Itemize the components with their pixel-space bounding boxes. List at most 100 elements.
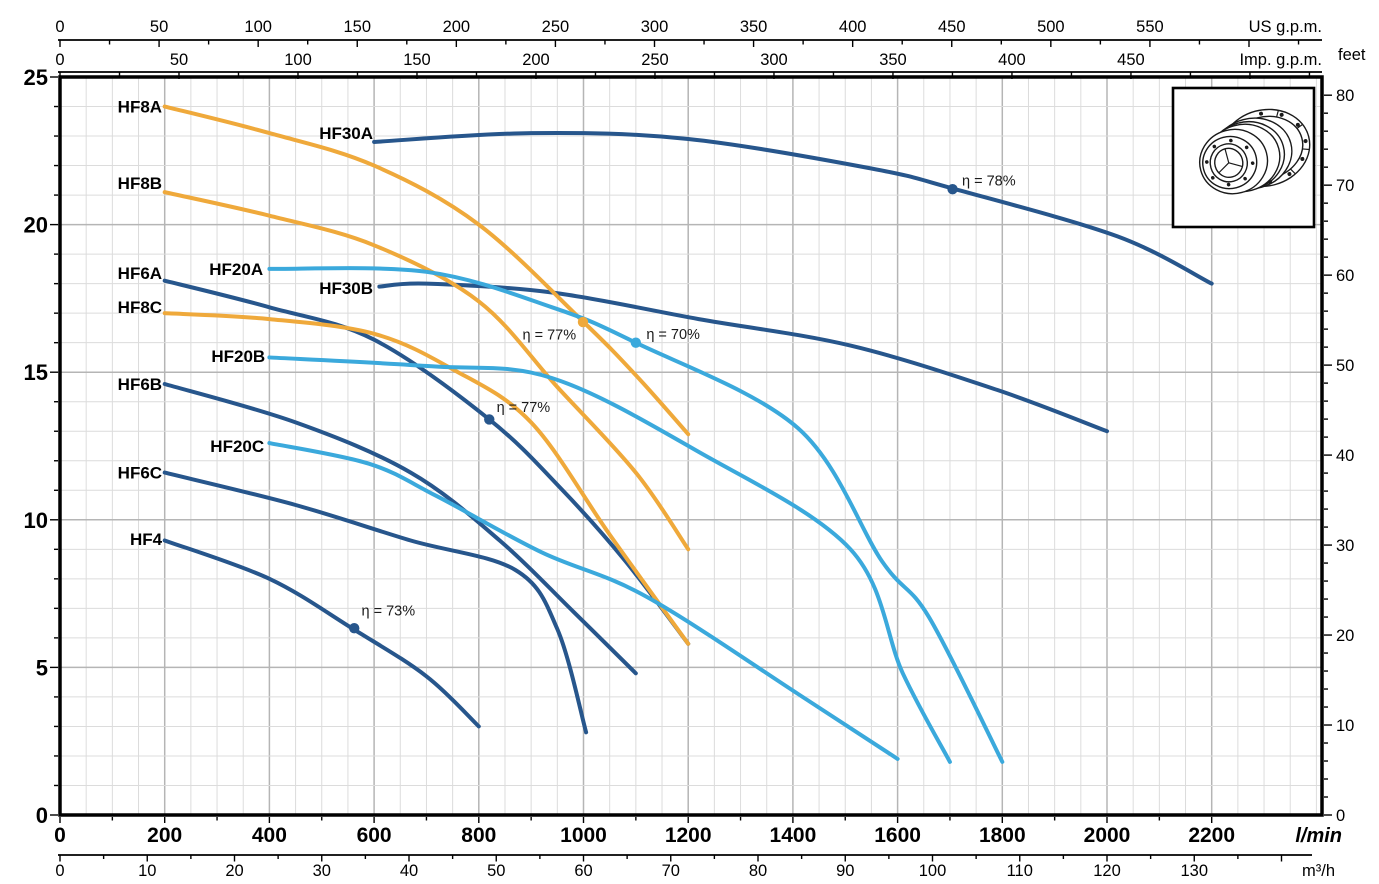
- axis-tick-label: 100: [284, 51, 312, 69]
- pump-bolt: [1243, 176, 1247, 181]
- axis-unit-label: Imp. g.p.m.: [1239, 51, 1322, 69]
- efficiency-dot-HF20A: [630, 337, 642, 348]
- pump-bolt: [1226, 182, 1231, 187]
- curve-label-HF6B: HF6B: [118, 375, 162, 394]
- curve-label-HF8B: HF8B: [118, 174, 162, 193]
- axis-tick-label: 120: [1093, 862, 1121, 880]
- axis-tick-label: 0: [55, 18, 64, 36]
- pump-inset: [1171, 86, 1316, 229]
- axis-tick-label: 200: [522, 51, 550, 69]
- axis-imp-gpm: 0 50 100 150 200 250 300 350 400 450 Imp. g.p.m.: [55, 51, 1322, 79]
- pump-bolt: [1229, 138, 1233, 143]
- curve-HF20B: [267, 355, 952, 764]
- curve-label-HF30B: HF30B: [319, 279, 373, 298]
- axis-tick-label: 300: [641, 18, 669, 36]
- axis-tick-label: 15: [24, 360, 48, 385]
- pump-bolt: [1295, 122, 1300, 127]
- axis-tick-label: 400: [252, 824, 287, 847]
- axis-unit-label: l/min: [1295, 825, 1342, 847]
- axis-tick-label: 250: [542, 18, 570, 36]
- axis-unit-label: feet: [1338, 46, 1366, 64]
- efficiency-dot-HF6A: [484, 414, 495, 425]
- curve-label-HF8A: HF8A: [118, 97, 162, 116]
- axis-tick-label: 1600: [874, 824, 921, 847]
- curve-HF8B: [162, 190, 691, 552]
- axis-tick-label: 30: [1336, 537, 1354, 555]
- efficiency-dot-HF4: [349, 622, 360, 634]
- axis-tick-label: 100: [244, 18, 272, 36]
- axis-tick-label: 30: [313, 862, 331, 880]
- axis-tick-label: 150: [403, 51, 431, 69]
- pump-bolt: [1244, 145, 1249, 150]
- axis-tick-label: 2200: [1188, 824, 1235, 847]
- axis-tick-label: 450: [938, 18, 966, 36]
- axis-tick-label: 600: [357, 824, 392, 847]
- pump-bolt: [1303, 139, 1308, 144]
- axis-tick-label: 50: [170, 51, 188, 69]
- axis-head-m: 0 5 10 15 20 25: [24, 65, 58, 828]
- axis-tick-label: 800: [461, 824, 496, 847]
- axis-tick-label: 0: [36, 803, 48, 828]
- axis-tick-label: 10: [24, 508, 48, 533]
- axis-tick-label: 100: [919, 862, 947, 880]
- axis-head-feet: 0 10 20 30 40 50 60 70 80 feet: [1324, 46, 1366, 825]
- curve-label-HF8C: HF8C: [118, 298, 162, 317]
- efficiency-dot-HF30A: [947, 183, 958, 195]
- axis-tick-label: 40: [1336, 447, 1354, 465]
- axis-l-min: 0 200 400 600 800 1000 1200 1400 1600 1800 2000 220…: [54, 817, 1342, 847]
- curve-HF30A: [372, 130, 1214, 286]
- grid: [58, 77, 1322, 815]
- axis-tick-label: 200: [443, 18, 471, 36]
- pump-bolt: [1300, 156, 1305, 161]
- axis-tick-label: 20: [24, 213, 48, 238]
- efficiency-label-HF20A: η = 70%: [646, 327, 700, 343]
- curve-HF20A: [267, 266, 1005, 764]
- curve-label-HF30A: HF30A: [319, 124, 373, 143]
- axis-tick-label: 90: [836, 862, 854, 880]
- pump-bolt: [1210, 175, 1215, 180]
- axis-tick-label: 350: [879, 51, 907, 69]
- curve-HF8A: [162, 104, 691, 437]
- efficiency-label-HF4: η = 73%: [362, 603, 416, 619]
- axis-tick-label: 50: [150, 18, 168, 36]
- plot-border: [58, 75, 1324, 817]
- axis-tick-label: 50: [1336, 357, 1354, 375]
- pump-bolt: [1259, 111, 1264, 116]
- axis-tick-label: 130: [1180, 862, 1208, 880]
- pump-bolt: [1212, 144, 1217, 149]
- axis-tick-label: 80: [749, 862, 767, 880]
- axis-tick-label: 500: [1037, 18, 1065, 36]
- pump-bolt: [1279, 112, 1284, 117]
- curve-labels: HF30A HF30B HF6A HF6B HF6C HF4 HF8A HF8B HF8C HF2…: [118, 97, 373, 548]
- axis-tick-label: 60: [1336, 267, 1354, 285]
- axis-tick-label: 0: [1336, 807, 1345, 825]
- axis-tick-label: 80: [1336, 87, 1354, 105]
- axis-tick-label: 10: [1336, 717, 1354, 735]
- pump-bolt: [1287, 172, 1292, 177]
- curve-HF6C: [162, 470, 589, 735]
- axis-us-gpm: 0 50 100 150 200 250 300 350 400 450 500 550 US g.p.…: [55, 18, 1322, 47]
- axis-tick-label: 50: [487, 862, 505, 880]
- axis-unit-label: US g.p.m.: [1249, 18, 1322, 36]
- pump-bolt: [1205, 160, 1209, 164]
- pump-illustration: [1199, 108, 1311, 195]
- axis-tick-label: 0: [54, 824, 66, 847]
- axis-tick-label: 40: [400, 862, 418, 880]
- efficiency-markers: η = 78% η = 70% η = 77% η = 77% η = 73%: [349, 174, 1016, 634]
- axis-tick-label: 300: [760, 51, 788, 69]
- axis-tick-label: 150: [343, 18, 371, 36]
- axis-tick-label: 110: [1007, 862, 1033, 880]
- axis-tick-label: 1800: [979, 824, 1026, 847]
- efficiency-dot-HF8A: [577, 316, 589, 328]
- pump-bolt: [1250, 161, 1255, 165]
- axis-tick-label: 70: [1336, 177, 1354, 195]
- axis-tick-label: 25: [24, 65, 48, 90]
- curve-HF20C: [267, 441, 900, 761]
- curve-label-HF20A: HF20A: [209, 260, 263, 279]
- pump-bolt: [1268, 180, 1273, 185]
- axis-tick-label: 0: [55, 862, 64, 880]
- axis-tick-label: 400: [998, 51, 1026, 69]
- efficiency-label-HF30A: η = 78%: [962, 174, 1016, 190]
